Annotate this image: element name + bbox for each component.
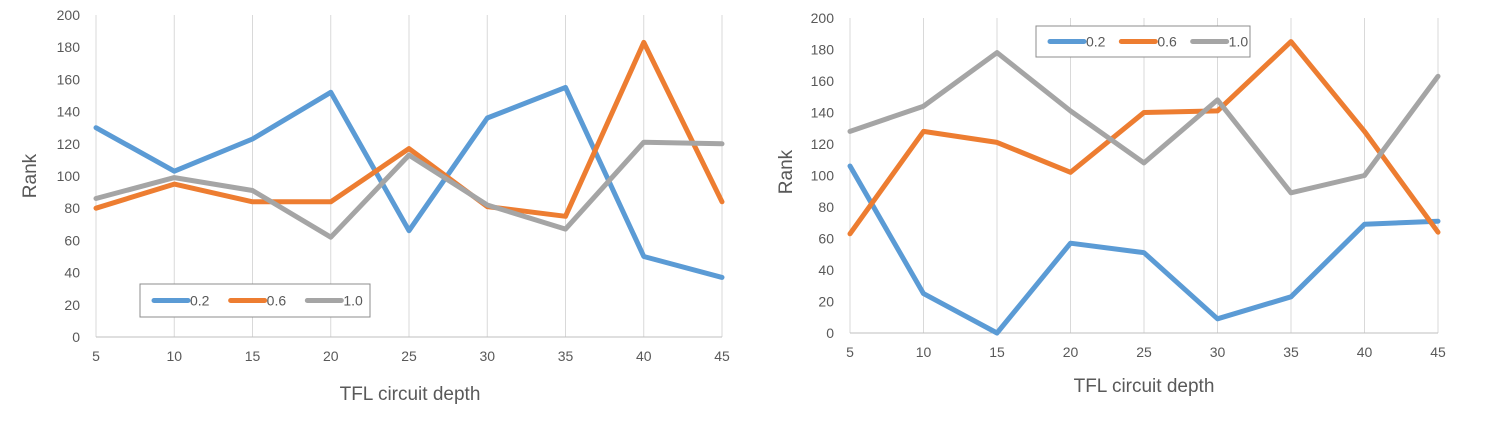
x-tick-label: 15 xyxy=(245,348,261,364)
x-tick-label: 5 xyxy=(92,348,100,364)
y-tick-label: 120 xyxy=(57,136,81,152)
x-tick-label: 20 xyxy=(323,348,339,364)
x-tick-label: 40 xyxy=(636,348,652,364)
x-tick-label: 20 xyxy=(1063,344,1079,360)
x-tick-label: 35 xyxy=(1283,344,1299,360)
x-axis-title: TFL circuit depth xyxy=(340,384,481,405)
y-tick-label: 120 xyxy=(811,136,835,152)
series-line-0-2 xyxy=(847,163,1441,336)
series-line-1-0 xyxy=(93,139,725,240)
y-tick-label: 0 xyxy=(826,325,834,341)
legend-label: 0.2 xyxy=(1086,34,1106,50)
y-axis-title: Rank xyxy=(20,153,41,198)
x-tick-label: 40 xyxy=(1357,344,1373,360)
series-line-1-0 xyxy=(847,50,1441,196)
x-tick-label: 5 xyxy=(846,344,854,360)
y-tick-label: 60 xyxy=(818,231,834,247)
legend-label: 1.0 xyxy=(343,293,363,309)
legend-label: 0.2 xyxy=(190,293,210,309)
chart-left: 0 20 40 60 80 100 120 140 160 180 200 5 10 15 20 25 30 35… xyxy=(20,7,730,405)
legend-label: 0.6 xyxy=(267,293,287,309)
y-tick-label: 80 xyxy=(64,200,80,216)
series-line-0-2 xyxy=(93,84,725,280)
y-tick-label: 180 xyxy=(57,39,81,55)
x-tick-label: 15 xyxy=(989,344,1005,360)
y-tick-label: 180 xyxy=(811,42,835,58)
x-tick-label: 45 xyxy=(1430,344,1446,360)
x-axis-title: TFL circuit depth xyxy=(1074,376,1215,397)
y-tick-label: 0 xyxy=(72,329,80,345)
series-line-0-6 xyxy=(847,39,1441,237)
x-tick-label: 25 xyxy=(401,348,417,364)
y-tick-label: 80 xyxy=(818,199,834,215)
y-tick-label: 200 xyxy=(57,7,81,23)
x-tick-label: 10 xyxy=(916,344,932,360)
y-tick-label: 20 xyxy=(818,294,834,310)
legend-label: 0.6 xyxy=(1157,34,1177,50)
x-tick-label: 10 xyxy=(166,348,182,364)
x-tick-label: 30 xyxy=(479,348,495,364)
y-tick-label: 60 xyxy=(64,232,80,248)
x-tick-label: 30 xyxy=(1210,344,1226,360)
y-tick-label: 160 xyxy=(811,73,835,89)
chart-right: 0 20 40 60 80 100 120 140 160 180 200 5 10 15 20 25 30 35… xyxy=(776,10,1446,397)
y-tick-label: 140 xyxy=(811,105,835,121)
x-tick-label: 45 xyxy=(714,348,730,364)
legend-label: 1.0 xyxy=(1229,34,1249,50)
y-tick-label: 140 xyxy=(57,104,81,120)
y-tick-label: 40 xyxy=(64,265,80,281)
y-tick-label: 160 xyxy=(57,71,81,87)
y-axis-title: Rank xyxy=(776,149,797,194)
y-tick-label: 200 xyxy=(811,10,835,26)
series-line-0-6 xyxy=(93,39,725,219)
y-tick-label: 100 xyxy=(811,168,835,184)
x-tick-label: 25 xyxy=(1136,344,1152,360)
y-tick-label: 100 xyxy=(57,168,81,184)
y-tick-label: 20 xyxy=(64,297,80,313)
x-tick-label: 35 xyxy=(558,348,574,364)
y-tick-label: 40 xyxy=(818,262,834,278)
